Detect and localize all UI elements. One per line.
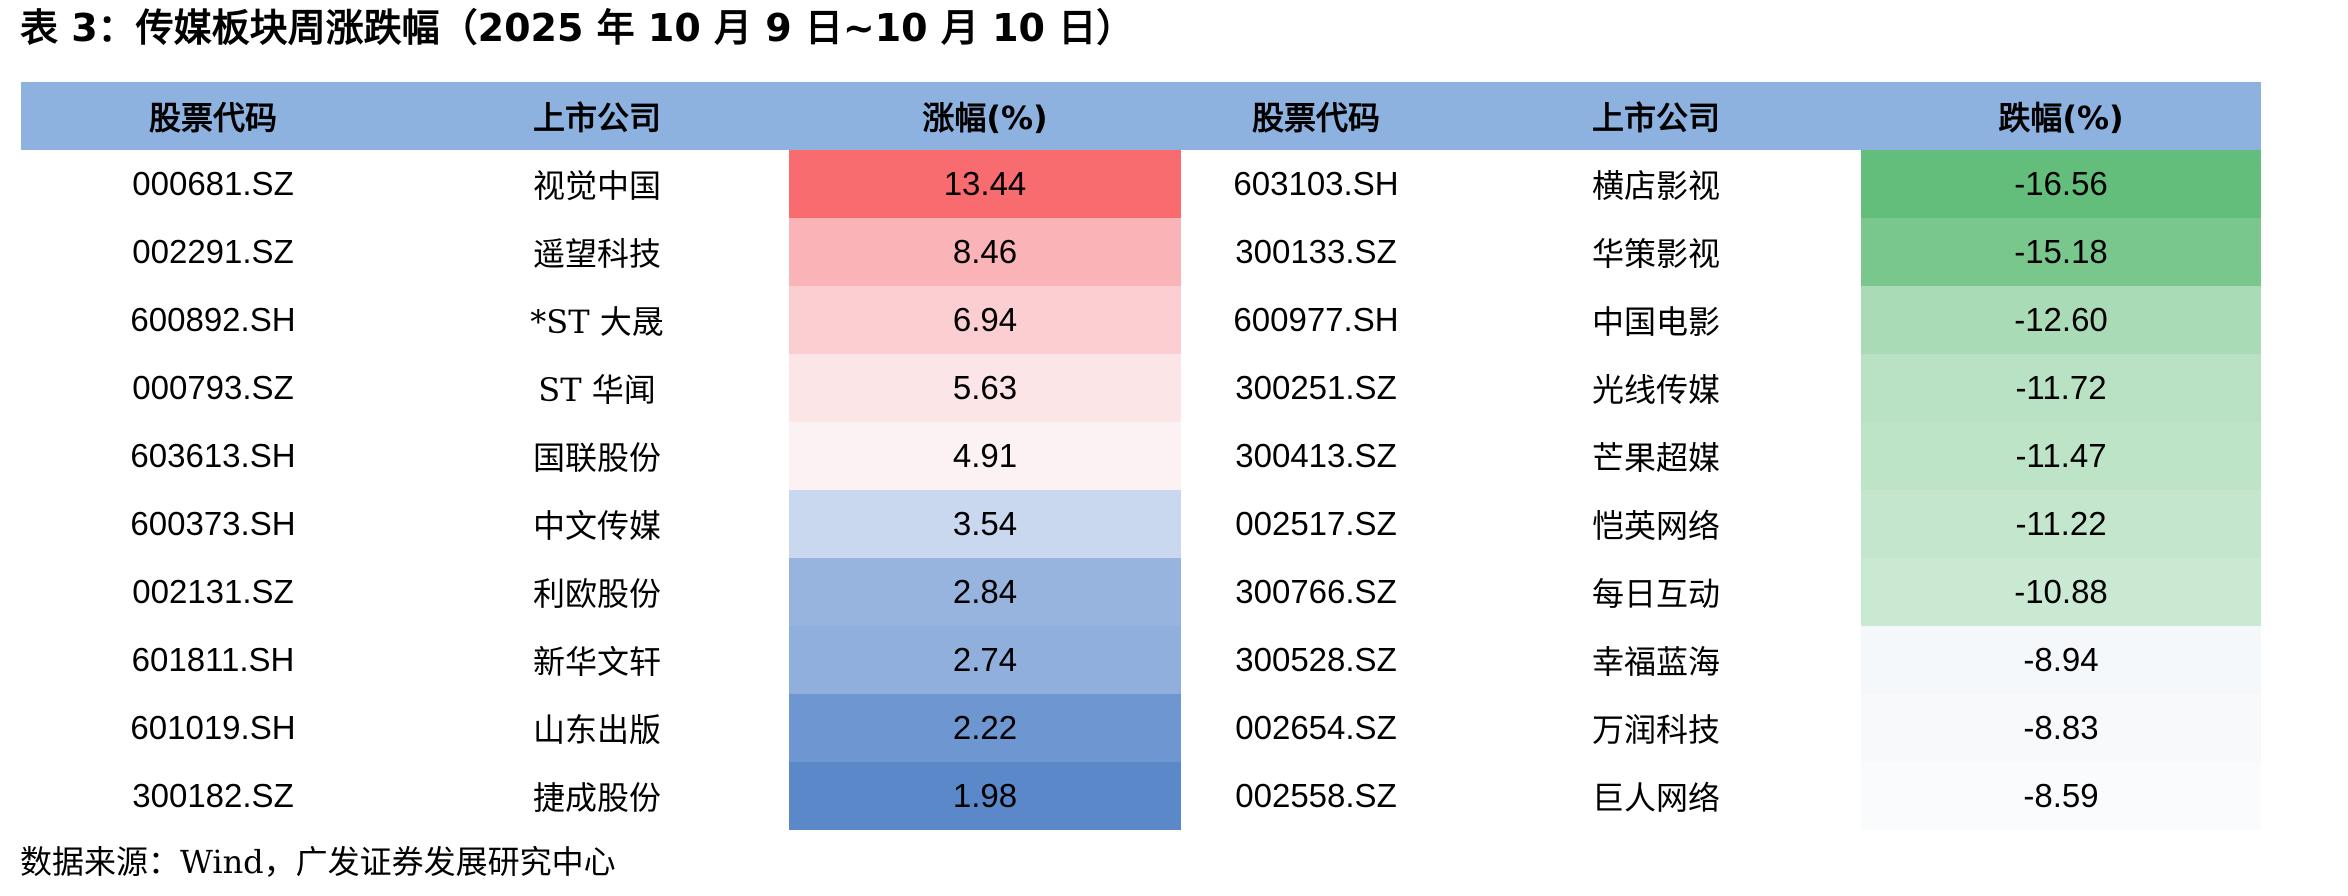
gain-company-name: ST 华闻 — [538, 371, 656, 409]
gain-stock-code: 600892.SH — [130, 301, 296, 338]
loss-company-name: 恺英网络 — [1591, 507, 1720, 545]
loss-percent-cell: -8.83 — [1861, 694, 2261, 762]
gain-company-name: 国联股份 — [532, 439, 661, 477]
media-sector-weekly-change-table: 股票代码 上市公司 涨幅(%) 股票代码 上市公司 跌幅(%) 000681.S… — [21, 82, 2261, 830]
table-row: 300182.SZ 捷成股份 1.98 002558.SZ 巨人网络 -8.59 — [21, 762, 2261, 830]
table-row: 002131.SZ 利欧股份 2.84 300766.SZ 每日互动 -10.8… — [21, 558, 2261, 626]
gain-percent-cell: 3.54 — [789, 490, 1181, 558]
header-loss-code: 股票代码 — [1181, 82, 1451, 150]
loss-stock-code: 300413.SZ — [1235, 437, 1397, 474]
gain-percent-cell: 2.74 — [789, 626, 1181, 694]
gain-company-name: 视觉中国 — [532, 167, 661, 205]
header-row: 股票代码 上市公司 涨幅(%) 股票代码 上市公司 跌幅(%) — [21, 82, 2261, 150]
loss-percent-cell: -11.22 — [1861, 490, 2261, 558]
loss-percent-cell: -11.72 — [1861, 354, 2261, 422]
loss-percent-cell: -10.88 — [1861, 558, 2261, 626]
gain-percent-cell: 2.22 — [789, 694, 1181, 762]
loss-company-name: 光线传媒 — [1591, 371, 1720, 409]
gain-company-name: 中文传媒 — [532, 507, 661, 545]
table-row: 000793.SZ ST 华闻 5.63 300251.SZ 光线传媒 -11.… — [21, 354, 2261, 422]
loss-company-name: 横店影视 — [1591, 167, 1720, 205]
gain-stock-code: 300182.SZ — [132, 777, 294, 814]
loss-stock-code: 300133.SZ — [1235, 233, 1397, 270]
gain-stock-code: 002131.SZ — [132, 573, 294, 610]
gain-company-name: 新华文轩 — [532, 643, 661, 681]
gain-stock-code: 000681.SZ — [132, 165, 294, 202]
gain-percent-cell: 1.98 — [789, 762, 1181, 830]
gain-stock-code: 600373.SH — [130, 505, 296, 542]
gain-stock-code: 601019.SH — [130, 709, 296, 746]
table-row: 603613.SH 国联股份 4.91 300413.SZ 芒果超媒 -11.4… — [21, 422, 2261, 490]
loss-company-name: 巨人网络 — [1591, 779, 1720, 817]
table-title: 表 3：传媒板块周涨跌幅（2025 年 10 月 9 日~10 月 10 日） — [20, 6, 1135, 50]
table-row: 002291.SZ 遥望科技 8.46 300133.SZ 华策影视 -15.1… — [21, 218, 2261, 286]
gain-percent-cell: 13.44 — [789, 150, 1181, 218]
gain-company-name: 捷成股份 — [532, 779, 661, 817]
gain-company-name: 遥望科技 — [532, 235, 661, 273]
loss-company-name: 中国电影 — [1591, 303, 1720, 341]
table-row: 000681.SZ 视觉中国 13.44 603103.SH 横店影视 -16.… — [21, 150, 2261, 218]
source-note: 数据来源：Wind，广发证券发展研究中心 — [20, 843, 616, 881]
loss-percent-cell: -8.94 — [1861, 626, 2261, 694]
header-gain-company: 上市公司 — [405, 82, 789, 150]
header-gain-percent: 涨幅(%) — [789, 82, 1181, 150]
header-loss-percent: 跌幅(%) — [1861, 82, 2261, 150]
loss-percent-cell: -16.56 — [1861, 150, 2261, 218]
loss-company-name: 万润科技 — [1591, 711, 1720, 749]
loss-stock-code: 002517.SZ — [1235, 505, 1397, 542]
gain-percent-cell: 5.63 — [789, 354, 1181, 422]
table-row: 600892.SH *ST 大晟 6.94 600977.SH 中国电影 -12… — [21, 286, 2261, 354]
loss-stock-code: 300528.SZ — [1235, 641, 1397, 678]
gain-percent-cell: 8.46 — [789, 218, 1181, 286]
loss-stock-code: 002654.SZ — [1235, 709, 1397, 746]
header-loss-company: 上市公司 — [1451, 82, 1861, 150]
loss-company-name: 每日互动 — [1591, 575, 1720, 613]
gain-percent-cell: 2.84 — [789, 558, 1181, 626]
loss-stock-code: 300766.SZ — [1235, 573, 1397, 610]
table-row: 600373.SH 中文传媒 3.54 002517.SZ 恺英网络 -11.2… — [21, 490, 2261, 558]
gain-stock-code: 000793.SZ — [132, 369, 294, 406]
loss-company-name: 芒果超媒 — [1591, 439, 1720, 477]
loss-stock-code: 300251.SZ — [1235, 369, 1397, 406]
loss-percent-cell: -11.47 — [1861, 422, 2261, 490]
gain-stock-code: 603613.SH — [130, 437, 296, 474]
gain-percent-cell: 6.94 — [789, 286, 1181, 354]
loss-percent-cell: -15.18 — [1861, 218, 2261, 286]
loss-company-name: 华策影视 — [1591, 235, 1720, 273]
gain-company-name: 利欧股份 — [532, 575, 661, 613]
table-row: 601811.SH 新华文轩 2.74 300528.SZ 幸福蓝海 -8.94 — [21, 626, 2261, 694]
header-gain-code: 股票代码 — [21, 82, 405, 150]
loss-stock-code: 600977.SH — [1233, 301, 1399, 338]
gain-company-name: 山东出版 — [532, 711, 661, 749]
loss-percent-cell: -8.59 — [1861, 762, 2261, 830]
loss-stock-code: 002558.SZ — [1235, 777, 1397, 814]
loss-stock-code: 603103.SH — [1233, 165, 1399, 202]
gain-company-name: *ST 大晟 — [530, 303, 664, 341]
table-row: 601019.SH 山东出版 2.22 002654.SZ 万润科技 -8.83 — [21, 694, 2261, 762]
loss-percent-cell: -12.60 — [1861, 286, 2261, 354]
loss-company-name: 幸福蓝海 — [1591, 643, 1720, 681]
gain-stock-code: 002291.SZ — [132, 233, 294, 270]
gain-percent-cell: 4.91 — [789, 422, 1181, 490]
gain-stock-code: 601811.SH — [131, 641, 295, 678]
